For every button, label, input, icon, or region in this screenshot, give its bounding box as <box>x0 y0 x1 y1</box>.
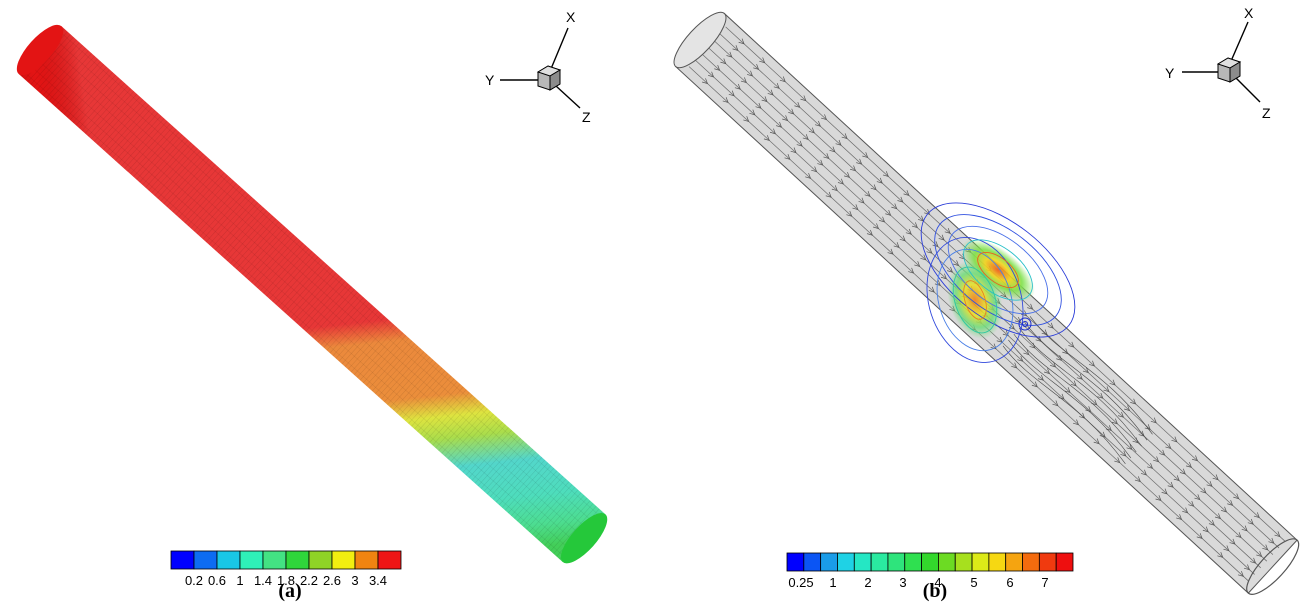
colorbar-swatch <box>354 550 379 570</box>
colorbar-tick-label: 4 <box>934 575 941 590</box>
colorbar-swatch <box>988 552 1007 572</box>
panel-a: X Y Z 0.2 0.6 1 1.4 1.8 2.2 2.6 3 3.4 <box>16 9 608 588</box>
axis-label-y: Y <box>1165 65 1175 81</box>
colorbar-swatch <box>938 552 956 572</box>
pipe-a-shading <box>18 26 606 563</box>
velocity-contours <box>920 202 1076 363</box>
axis-label-z: Z <box>1262 105 1271 121</box>
axis-triad-b: X Y Z <box>1165 5 1271 121</box>
colorbar-tick-label: 2.2 <box>300 573 318 588</box>
colorbar-tick-label: 1 <box>236 573 243 588</box>
colorbar-swatch <box>331 550 356 570</box>
axis-label-x: X <box>1244 5 1254 21</box>
colorbar-swatch <box>262 550 287 570</box>
axis-label-x: X <box>566 9 576 25</box>
colorbar-tick-label: 7 <box>1041 575 1048 590</box>
colorbar-tick-label: 1.8 <box>277 573 295 588</box>
axis-label-z: Z <box>582 109 591 125</box>
colorbar-tick-label: 1 <box>829 575 836 590</box>
colorbar-tick-label: 0.25 <box>788 575 813 590</box>
pipe-a-outlet-cap <box>560 513 608 564</box>
colorbar-swatch <box>853 552 872 572</box>
colorbar-tick-label: 2.6 <box>323 573 341 588</box>
colorbar-swatch <box>837 552 855 572</box>
colorbar-swatch <box>216 550 241 570</box>
colorbar-swatch <box>170 550 195 570</box>
colorbar-swatch <box>904 552 922 572</box>
caption-b: (b) <box>922 580 948 602</box>
colorbar-swatch <box>1005 552 1023 572</box>
colorbar-b: 0.25 1 2 3 4 5 6 7 <box>786 552 1074 590</box>
colorbar-swatch <box>870 552 889 572</box>
colorbar-swatch <box>285 550 310 570</box>
colorbar-swatch <box>239 550 264 570</box>
pipe-a-inlet-end <box>16 24 64 76</box>
pipe-a-mesh <box>21 28 603 560</box>
colorbar-a: 0.2 0.6 1 1.4 1.8 2.2 2.6 3 3.4 <box>170 550 402 588</box>
colorbar-tick-label: 0.6 <box>208 573 226 588</box>
colorbar-tick-label: 2 <box>864 575 871 590</box>
colorbar-tick-label: 6 <box>1006 575 1013 590</box>
pipe-a-body <box>16 24 608 564</box>
colorbar-swatch <box>887 552 906 572</box>
panel-b: X Y Z 0.25 1 2 3 4 5 6 7 <box>673 5 1300 595</box>
colorbar-swatch <box>786 552 805 572</box>
colorbar-swatch <box>377 550 402 570</box>
pipe-b-outlet-end <box>1246 538 1300 595</box>
colorbar-swatch <box>193 550 218 570</box>
colorbar-swatch <box>820 552 838 572</box>
colorbar-swatch <box>971 552 990 572</box>
colorbar-swatch <box>1022 552 1040 572</box>
colorbar-tick-label: 0.2 <box>185 573 203 588</box>
axis-label-y: Y <box>485 72 495 88</box>
colorbar-swatch <box>921 552 939 572</box>
caption-a: (a) <box>278 580 302 602</box>
colorbar-tick-label: 3 <box>899 575 906 590</box>
colorbar-swatch <box>803 552 822 572</box>
colorbar-swatch <box>954 552 973 572</box>
colorbar-swatch <box>1055 552 1074 572</box>
colorbar-tick-label: 1.4 <box>254 573 272 588</box>
colorbar-tick-label: 3.4 <box>369 573 387 588</box>
colorbar-tick-label: 5 <box>970 575 977 590</box>
colorbar-tick-label: 3 <box>351 573 358 588</box>
colorbar-swatch <box>308 550 333 570</box>
pipe-b-inlet-end <box>673 11 727 69</box>
colorbar-swatch <box>1038 552 1057 572</box>
axis-triad-a: X Y Z <box>485 9 591 125</box>
